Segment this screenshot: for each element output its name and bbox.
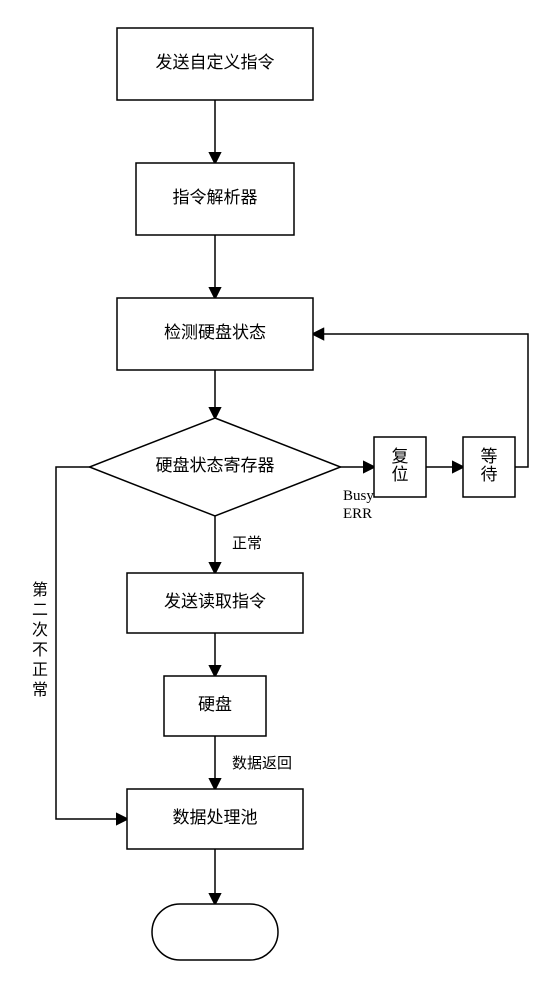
vertical-label: 第二次不正常 bbox=[32, 581, 48, 699]
svg-text:次: 次 bbox=[32, 621, 48, 639]
node-n7: 发送读取指令 bbox=[127, 573, 303, 633]
edge-label: ERR bbox=[343, 506, 372, 522]
node-n4: 硬盘状态寄存器 bbox=[90, 418, 341, 516]
node-label: 复位 bbox=[392, 447, 409, 484]
edge-label: 数据返回 bbox=[232, 755, 292, 772]
node-n3: 检测硬盘状态 bbox=[117, 298, 313, 370]
node-label: 指令解析器 bbox=[173, 188, 258, 207]
nodes-group: 发送自定义指令指令解析器检测硬盘状态硬盘状态寄存器 复位 等待发送读取指令硬盘数据处… bbox=[90, 28, 516, 960]
svg-text:待: 待 bbox=[481, 465, 498, 484]
svg-text:位: 位 bbox=[392, 465, 409, 484]
node-n5: 复位 bbox=[374, 437, 426, 497]
svg-text:正: 正 bbox=[32, 662, 48, 679]
svg-text:复: 复 bbox=[392, 447, 409, 466]
flowchart-canvas: Busy ERR 正常数据返回 发送自定义指令指令解析器检测硬盘状态硬盘状态寄存器 复位… bbox=[0, 0, 551, 1000]
node-n1: 发送自定义指令 bbox=[117, 28, 313, 100]
svg-text:常: 常 bbox=[32, 681, 48, 699]
node-n9: 数据处理池 bbox=[127, 789, 303, 849]
svg-text:第: 第 bbox=[32, 581, 48, 599]
node-n6: 等待 bbox=[463, 437, 515, 497]
node-label: 硬盘状态寄存器 bbox=[156, 456, 275, 475]
edge-label: Busy bbox=[343, 488, 374, 504]
node-label: 硬盘 bbox=[198, 695, 232, 714]
node-n2: 指令解析器 bbox=[136, 163, 294, 235]
node-label: 检测硬盘状态 bbox=[164, 323, 266, 342]
node-n10 bbox=[152, 904, 278, 960]
node-n8: 硬盘 bbox=[164, 676, 266, 736]
edge-label: 正常 bbox=[232, 535, 262, 552]
node-label: 发送读取指令 bbox=[164, 592, 266, 611]
svg-text:二: 二 bbox=[32, 602, 48, 619]
node-label: 等待 bbox=[481, 447, 498, 484]
edge bbox=[56, 467, 127, 819]
svg-text:不: 不 bbox=[32, 642, 48, 659]
node-label: 发送自定义指令 bbox=[156, 53, 275, 72]
node-label: 数据处理池 bbox=[173, 808, 258, 827]
svg-text:等: 等 bbox=[481, 447, 498, 466]
